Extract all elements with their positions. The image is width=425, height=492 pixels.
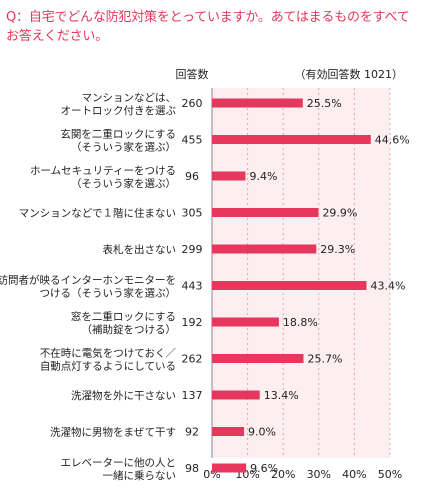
category-label: 洗濯物に男物をまぜて干す [50, 426, 176, 439]
x-tick-label: 40% [342, 468, 366, 481]
bar [212, 208, 319, 217]
bar [212, 281, 367, 290]
count-value: 262 [182, 353, 203, 366]
count-value: 98 [185, 462, 199, 475]
count-value: 137 [182, 389, 203, 402]
data-label: 13.4% [264, 389, 299, 402]
bar [212, 98, 303, 108]
data-label: 29.9% [322, 207, 357, 220]
data-label: 25.5% [307, 97, 342, 110]
data-label: 29.3% [320, 243, 355, 256]
data-label: 9.0% [248, 426, 276, 439]
category-label: マンションなどは、オートロック付きを選ぶ [61, 92, 177, 117]
data-label: 25.7% [307, 353, 342, 366]
data-label: 44.6% [375, 134, 410, 147]
category-label: 玄関を二重ロックにする（そういう家を選ぶ） [60, 128, 176, 154]
bar [212, 427, 245, 436]
count-value: 443 [182, 280, 203, 293]
x-tick-label: 20% [271, 468, 295, 481]
category-label: 表札を出さない [103, 243, 177, 256]
bar [212, 317, 279, 327]
x-tick-label: 30% [307, 468, 331, 481]
category-label: ホームセキュリティーをつける（そういう家を選ぶ） [30, 165, 176, 190]
data-label: 43.4% [371, 280, 406, 293]
category-label: 洗濯物を外に干さない [71, 389, 176, 402]
x-tick-label: 50% [378, 468, 402, 481]
category-label: マンションなどで１階に住まない [19, 207, 176, 220]
category-label: 訪問者が映るインターホンモニターをつける（そういう家を選ぶ） [0, 274, 176, 300]
bar [212, 171, 246, 181]
count-value: 260 [182, 97, 203, 110]
category-label: エレベーターに他の人と一緒に乗らない [61, 456, 177, 482]
data-label: 18.8% [283, 316, 318, 329]
count-value: 299 [182, 243, 203, 256]
count-value: 92 [185, 426, 199, 439]
count-value: 192 [182, 316, 203, 329]
count-value: 305 [182, 207, 203, 220]
bar [212, 354, 304, 363]
bar [212, 244, 317, 254]
question-text: Q：自宅でどんな防犯対策をとっていますか。あてはまるものをすべてお答えください。 [6, 10, 410, 44]
respondents-note: （有効回答数 1021） [295, 67, 404, 81]
bar [212, 390, 260, 400]
count-value: 96 [185, 170, 199, 183]
count-header: 回答数 [176, 67, 209, 81]
category-label: 窓を二重ロックにする（補助錠をつける） [71, 310, 176, 336]
data-label: 9.4% [249, 170, 277, 183]
bar [212, 463, 247, 473]
count-value: 455 [182, 134, 203, 147]
category-label: 不在時に電気をつけておく／自動点灯するようにしている [40, 347, 177, 373]
bar [212, 135, 371, 144]
data-label: 9.6% [250, 462, 278, 475]
